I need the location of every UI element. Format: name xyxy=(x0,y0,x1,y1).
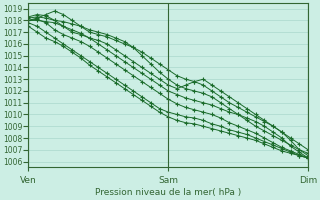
X-axis label: Pression niveau de la mer( hPa ): Pression niveau de la mer( hPa ) xyxy=(95,188,241,197)
